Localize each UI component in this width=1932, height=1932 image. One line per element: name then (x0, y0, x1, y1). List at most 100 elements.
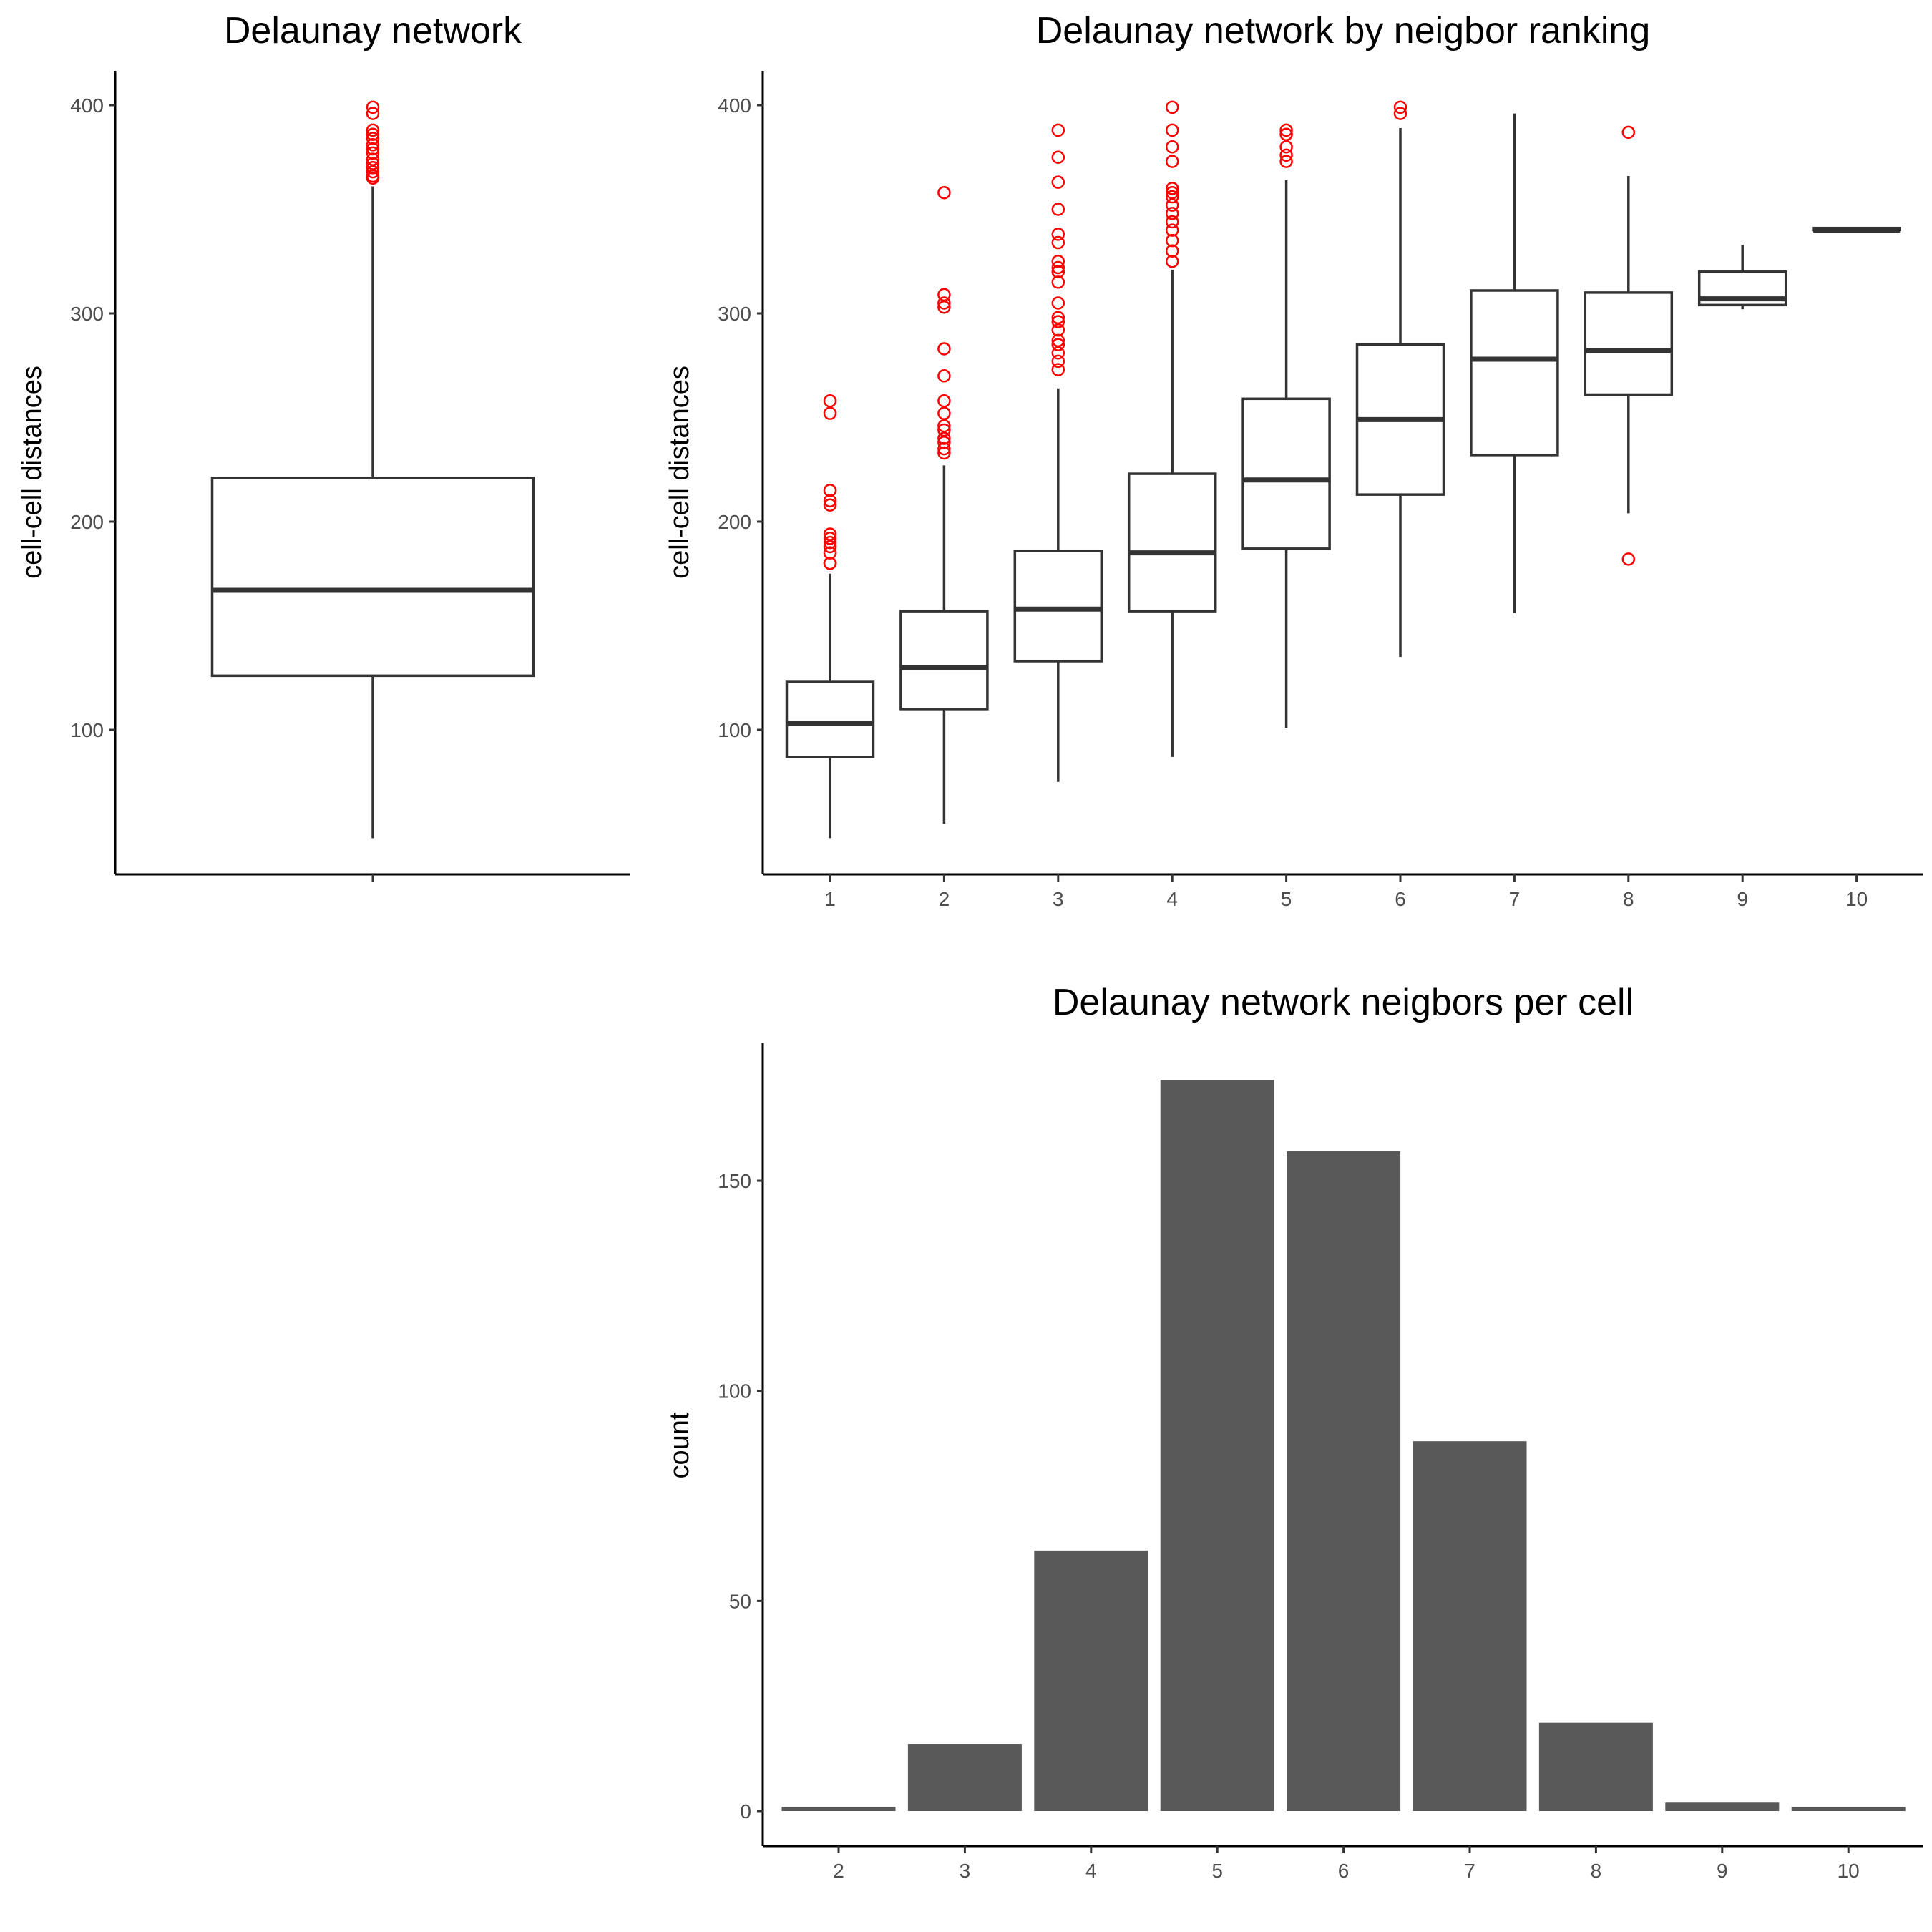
outlier-point (366, 100, 380, 114)
outlier-point (1165, 255, 1179, 268)
box-iqr (1470, 289, 1559, 457)
outlier-point (1279, 123, 1293, 137)
boxplot-overall: 100 200 300 400 (70, 71, 630, 882)
x-tick-label: 1 (824, 888, 836, 910)
outlier-point (1051, 338, 1065, 351)
outlier-point (1279, 127, 1293, 141)
boxplot-ranking: 100 200 300 400 1 2 3 4 5 6 7 8 9 10 (718, 71, 1923, 910)
outlier-point (937, 394, 951, 408)
y-tick-label: 100 (718, 1380, 751, 1402)
y-tick-label: 0 (740, 1800, 751, 1823)
bar (1791, 1807, 1906, 1811)
outlier-point (937, 423, 951, 437)
outlier-point (1165, 207, 1179, 220)
outlier-point (1165, 233, 1179, 248)
outlier-point (366, 146, 380, 160)
bar (1538, 1722, 1653, 1811)
x-tick-label: 9 (1737, 888, 1748, 910)
x-tick-label: 10 (1838, 1860, 1860, 1882)
outlier-point (366, 132, 380, 145)
y-tick-label: 400 (718, 94, 751, 117)
outlier-point (1165, 223, 1179, 237)
outlier-point (823, 406, 837, 420)
outlier-point (1051, 363, 1065, 376)
bar-chart-neighbors: 0 50 100 150 2 3 4 5 6 7 8 9 10 (718, 1043, 1923, 1882)
y-tick-label: 150 (718, 1170, 751, 1192)
y-tick-label: 300 (718, 303, 751, 325)
x-tick-label: 2 (833, 1860, 844, 1882)
outlier-point (1165, 185, 1179, 200)
outlier-point (1051, 333, 1065, 348)
outlier-point (366, 152, 380, 166)
y-axis-label-count: count (665, 1412, 695, 1478)
outlier-point (1051, 296, 1065, 310)
outlier-point (366, 169, 380, 183)
outlier-point (823, 532, 837, 545)
outlier-point (366, 138, 380, 152)
y-axis-label-overall: cell-cell distances (17, 366, 47, 579)
box-iqr (1127, 472, 1217, 613)
outlier-point (1393, 107, 1407, 120)
outlier-point (1621, 552, 1636, 566)
outlier-point (1051, 315, 1065, 328)
x-tick-label: 5 (1281, 888, 1292, 910)
outlier-point (823, 498, 837, 512)
outlier-point (366, 107, 380, 120)
outlier-point (937, 431, 951, 445)
y-tick-label: 100 (718, 719, 751, 741)
x-tick-label: 5 (1211, 1860, 1223, 1882)
outlier-point (1051, 260, 1065, 275)
outlier-point (1165, 190, 1179, 204)
x-tick-label: 3 (960, 1860, 971, 1882)
outlier-point (1051, 255, 1065, 268)
y-tick-label: 100 (70, 719, 104, 741)
bar (1034, 1550, 1148, 1811)
x-tick-label: 6 (1395, 888, 1406, 910)
x-tick-label: 9 (1717, 1860, 1728, 1882)
x-tick-label: 8 (1591, 1860, 1602, 1882)
outlier-point (1051, 175, 1065, 189)
chart-title-neighbors: Delaunay network neigbors per cell (1053, 982, 1634, 1023)
outlier-point (1279, 155, 1293, 168)
bar (907, 1744, 1022, 1811)
outlier-point (1393, 100, 1407, 114)
outlier-point (1165, 155, 1179, 168)
x-tick-label: 3 (1053, 888, 1064, 910)
x-tick-label: 7 (1509, 888, 1521, 910)
bar (1665, 1802, 1780, 1811)
outlier-point (366, 142, 380, 156)
outlier-point (937, 301, 951, 314)
outlier-point (366, 127, 380, 141)
outlier-point (1051, 311, 1065, 325)
outlier-point (1165, 123, 1179, 137)
outlier-point (366, 161, 380, 175)
outlier-point (823, 484, 837, 497)
box-iqr (1584, 291, 1674, 396)
outlier-point (1279, 148, 1293, 162)
outlier-point (823, 527, 837, 541)
box-iqr (210, 477, 535, 678)
bar (1413, 1441, 1527, 1811)
outlier-point (1051, 203, 1065, 216)
outlier-point (1051, 150, 1065, 164)
outlier-point (937, 446, 951, 460)
y-tick-label: 200 (70, 511, 104, 533)
outlier-point (1165, 215, 1179, 229)
outlier-point (823, 546, 837, 560)
outlier-point (937, 185, 951, 200)
outlier-point (823, 494, 837, 508)
bar (1287, 1151, 1401, 1811)
bar (781, 1807, 896, 1811)
chart-title-overall: Delaunay network (224, 10, 522, 52)
outlier-point (937, 369, 951, 383)
outlier-point (937, 342, 951, 356)
box-iqr (785, 680, 875, 758)
outlier-point (366, 165, 380, 179)
outlier-point (366, 157, 380, 170)
outlier-point (937, 288, 951, 302)
outlier-point (1165, 100, 1179, 114)
box-iqr (1241, 397, 1331, 550)
outlier-point (1051, 275, 1065, 289)
outlier-point (1621, 125, 1636, 140)
